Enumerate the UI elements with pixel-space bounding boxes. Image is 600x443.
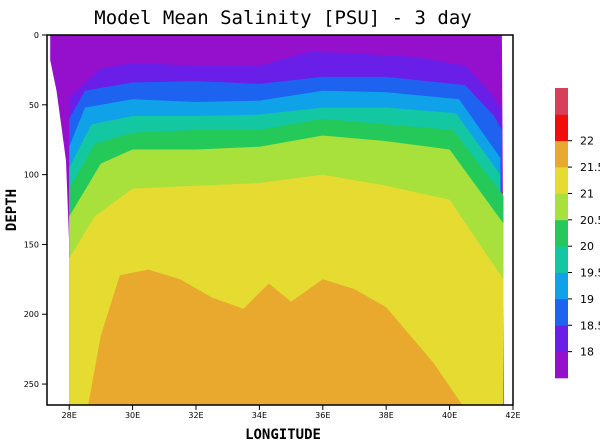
colorbar-swatch bbox=[555, 193, 568, 221]
colorbar-label: 19.5 bbox=[580, 267, 600, 280]
colorbar-swatch bbox=[555, 325, 568, 352]
colorbar-swatch bbox=[555, 167, 568, 194]
y-axis-ticks: 0 50 100 150 200 250 bbox=[24, 31, 47, 389]
colorbar-label: 18.5 bbox=[580, 319, 600, 332]
colorbar-swatch bbox=[555, 272, 568, 300]
contour-fill-level-21-5 bbox=[88, 269, 463, 405]
chart-title: Model Mean Salinity [PSU] - 3 day bbox=[94, 7, 472, 29]
colorbar-swatch bbox=[555, 219, 568, 247]
x-tick-label: 42E bbox=[505, 411, 520, 420]
x-tick-label: 38E bbox=[379, 411, 394, 420]
y-tick-label: 0 bbox=[34, 31, 39, 40]
colorbar-swatch bbox=[555, 114, 568, 142]
colorbar-label: 19 bbox=[580, 293, 594, 306]
contour-fills bbox=[50, 35, 505, 406]
y-tick-label: 200 bbox=[24, 310, 39, 319]
y-tick-label: 250 bbox=[24, 380, 39, 389]
x-tick-label: 28E bbox=[62, 411, 77, 420]
y-tick-label: 50 bbox=[29, 101, 39, 110]
colorbar-swatch bbox=[555, 246, 568, 273]
x-tick-label: 40E bbox=[442, 411, 457, 420]
y-tick-label: 150 bbox=[24, 240, 39, 249]
x-tick-label: 36E bbox=[315, 411, 330, 420]
plot-area bbox=[46, 34, 514, 406]
x-tick-label: 34E bbox=[252, 411, 267, 420]
x-tick-label: 32E bbox=[188, 411, 203, 420]
colorbar-swatch bbox=[555, 351, 568, 379]
colorbar: 18 18.5 19 19.5 20 20.5 21 21.5 22 bbox=[555, 88, 600, 379]
colorbar-swatch bbox=[555, 88, 568, 115]
x-axis-label: LONGITUDE bbox=[245, 427, 321, 443]
colorbar-label: 21.5 bbox=[580, 161, 600, 174]
colorbar-label: 21 bbox=[580, 187, 594, 200]
colorbar-label: 18 bbox=[580, 346, 594, 359]
colorbar-swatch bbox=[555, 140, 568, 168]
y-tick-label: 100 bbox=[24, 171, 39, 180]
colorbar-label: 20.5 bbox=[580, 214, 600, 227]
x-tick-label: 30E bbox=[125, 411, 140, 420]
plot-frame bbox=[46, 34, 514, 406]
x-axis-ticks: 28E 30E 32E 34E 36E 38E 40E 42E bbox=[62, 405, 521, 420]
colorbar-swatch bbox=[555, 298, 568, 326]
colorbar-label: 20 bbox=[580, 240, 594, 253]
colorbar-label: 22 bbox=[580, 135, 594, 148]
y-axis-label: DEPTH bbox=[4, 189, 20, 231]
